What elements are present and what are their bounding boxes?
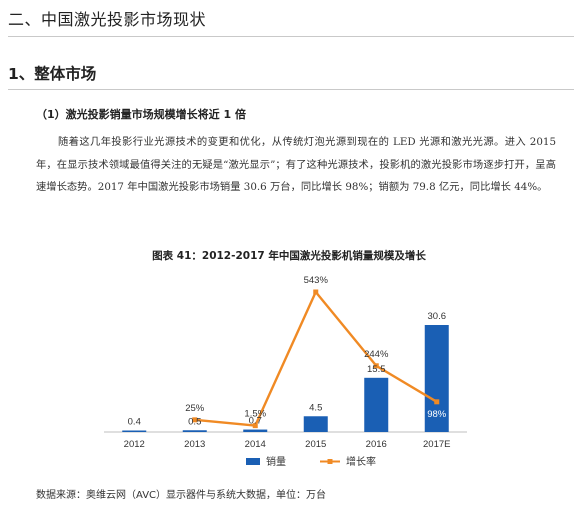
x-tick-label: 2013 [184,439,205,450]
body-paragraph: 随着这几年投影行业光源技术的变更和优化，从传统灯泡光源到现在的 LED 光源和激… [36,136,556,194]
x-tick-label: 2017E [423,439,450,450]
figure-caption: 图表 41：2012-2017 年中国激光投影机销量规模及增长 [152,250,426,262]
legend-swatch-sales [246,458,260,465]
growth-rate-point [313,289,319,295]
sales-value-label: 15.5 [367,364,386,375]
legend-label-growth: 增长率 [346,455,376,468]
growth-rate-label: 1.5% [244,409,266,420]
source-note: 数据来源：奥维云网（AVC）显示器件与系统大数据，单位：万台 [36,490,327,501]
growth-rate-label: 98% [427,409,447,420]
sales-bar [424,325,449,432]
subsection-divider [8,89,574,90]
sales-value-label: 0.4 [128,417,141,428]
growth-rate-point [434,399,440,405]
growth-rate-point [252,423,258,429]
sales-value-label: 0.7 [249,416,262,427]
subheading: （1）激光投影销量市场规模增长将近 1 倍 [36,108,246,121]
sales-value-label: 4.5 [309,402,322,413]
growth-rate-label: 25% [185,403,205,414]
x-tick-label: 2016 [366,439,387,450]
x-tick-label: 2015 [305,439,326,450]
section-title: 二、中国激光投影市场现状 [8,10,207,29]
sales-bar [122,430,147,432]
growth-rate-label: 244% [364,349,389,360]
sales-value-label: 0.5 [188,416,201,427]
growth-rate-point [192,417,198,423]
sales-bar [243,429,268,432]
legend-label-sales: 销量 [266,455,286,468]
sales-value-label: 30.6 [428,311,447,322]
sales-bar [182,430,207,432]
growth-rate-label: 543% [304,275,329,286]
section-divider [8,36,574,37]
x-tick-label: 2014 [245,439,266,450]
sales-bar [303,416,328,432]
growth-rate-point [373,363,379,369]
legend-swatch-growth-marker [327,459,333,464]
sales-bar [364,377,389,432]
x-tick-label: 2012 [124,439,145,450]
subsection-title: 1、整体市场 [8,65,97,83]
